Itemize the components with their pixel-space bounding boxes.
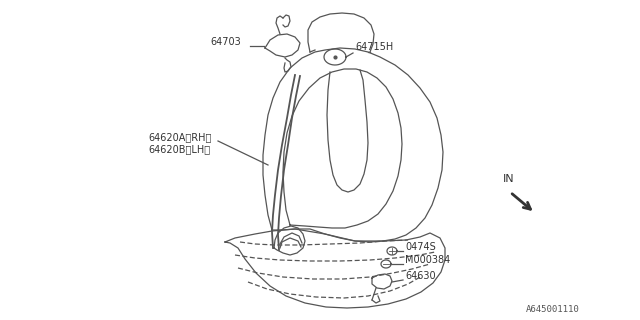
Text: A645001110: A645001110	[526, 305, 580, 314]
Text: 64715H: 64715H	[355, 42, 393, 52]
Text: 0474S: 0474S	[405, 242, 436, 252]
Text: 64703: 64703	[210, 37, 241, 47]
Text: 64620B〈LH〉: 64620B〈LH〉	[148, 144, 210, 154]
Text: M000384: M000384	[405, 255, 451, 265]
Text: 64620A〈RH〉: 64620A〈RH〉	[148, 132, 211, 142]
Text: 64630: 64630	[405, 271, 436, 281]
Text: IN: IN	[503, 174, 515, 184]
